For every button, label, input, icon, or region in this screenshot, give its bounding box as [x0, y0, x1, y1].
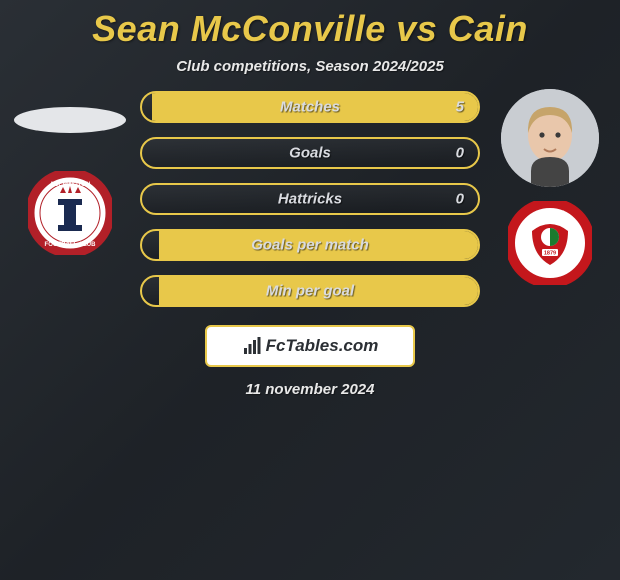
date-text: 11 november 2024: [246, 381, 375, 398]
stat-bar: Goals 0: [140, 137, 480, 169]
stat-right-value: 0: [456, 145, 464, 162]
svg-text:FOOTBALL CLUB: FOOTBALL CLUB: [45, 242, 97, 248]
stat-label: Goals per match: [251, 237, 369, 254]
stat-right-value: 0: [456, 191, 464, 208]
subtitle: Club competitions, Season 2024/2025: [176, 58, 444, 75]
player-left-column: ACCRINGTON FOOTBALL CLUB: [10, 89, 130, 255]
stat-bar: Hattricks 0: [140, 183, 480, 215]
brand-box[interactable]: FcTables.com: [205, 325, 415, 367]
stat-bar: Matches 5: [140, 91, 480, 123]
svg-text:1879: 1879: [544, 251, 556, 257]
stats-column: Matches 5 Goals 0 Hattricks 0 Goals per match M…: [140, 89, 480, 307]
stat-bar: Min per goal: [140, 275, 480, 307]
player-right-photo: [501, 89, 599, 187]
stat-label: Min per goal: [266, 283, 354, 300]
brand-text: FcTables.com: [266, 336, 379, 356]
svg-text:SWINDON: SWINDON: [536, 211, 565, 217]
player-left-club-crest: ACCRINGTON FOOTBALL CLUB: [28, 171, 112, 255]
stat-label: Matches: [280, 99, 340, 116]
accrington-crest-icon: ACCRINGTON FOOTBALL CLUB: [28, 171, 112, 255]
stat-bar: Goals per match: [140, 229, 480, 261]
page-title: Sean McConville vs Cain: [92, 8, 528, 50]
swindon-crest-icon: 1879 SWINDON: [508, 201, 592, 285]
stat-label: Goals: [289, 145, 331, 162]
main-row: ACCRINGTON FOOTBALL CLUB Matches5Goals0H…: [10, 89, 610, 307]
svg-text:ACCRINGTON: ACCRINGTON: [50, 182, 91, 188]
player-face-icon: [501, 89, 599, 187]
player-right-column: 1879 SWINDON: [490, 89, 610, 285]
player-left-photo: [14, 107, 126, 133]
player-right-club-crest: 1879 SWINDON: [508, 201, 592, 285]
stat-label: Hattricks: [278, 191, 342, 208]
chart-icon: [242, 336, 262, 356]
comparison-card: Sean McConville vs Cain Club competition…: [0, 0, 620, 406]
stat-right-value: 5: [456, 99, 464, 116]
